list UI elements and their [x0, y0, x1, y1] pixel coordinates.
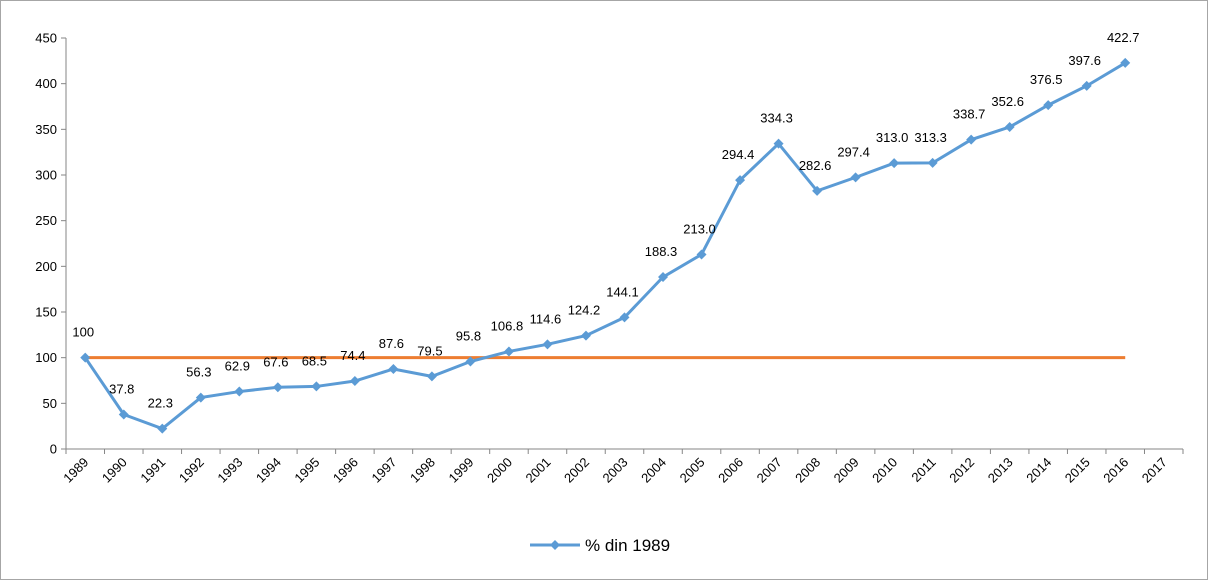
data-point — [1120, 57, 1131, 68]
y-tick-label: 450 — [35, 31, 57, 46]
y-tick-label: 350 — [35, 122, 57, 137]
data-label: 338.7 — [953, 107, 986, 122]
data-point — [311, 381, 322, 392]
data-label: 62.9 — [225, 359, 250, 374]
y-tick-label: 0 — [50, 442, 57, 457]
data-point — [1081, 80, 1092, 91]
data-point — [426, 371, 437, 382]
data-label: 67.6 — [263, 354, 288, 369]
data-label: 100 — [72, 325, 94, 340]
data-label: 188.3 — [645, 244, 678, 259]
data-point — [889, 158, 900, 169]
legend-marker — [550, 540, 560, 550]
data-point — [735, 175, 746, 186]
data-point — [1043, 100, 1054, 111]
data-label: 56.3 — [186, 365, 211, 380]
data-point — [234, 386, 245, 397]
y-tick-label: 150 — [35, 305, 57, 320]
series-line — [84, 61, 1126, 431]
legend-label: % din 1989 — [585, 536, 670, 555]
y-tick-label: 300 — [35, 168, 57, 183]
data-label: 114.6 — [530, 311, 562, 326]
data-point — [503, 346, 514, 357]
data-point — [927, 157, 938, 168]
data-label: 313.3 — [914, 130, 947, 145]
data-point — [465, 356, 476, 367]
data-point — [850, 172, 861, 183]
y-tick-label: 400 — [35, 76, 57, 91]
data-label: 79.5 — [417, 343, 442, 358]
data-point — [658, 272, 669, 283]
data-label: 144.1 — [606, 284, 639, 299]
data-label: 74.4 — [340, 348, 365, 363]
data-point — [1004, 121, 1015, 132]
data-label: 106.8 — [491, 318, 524, 333]
data-point — [272, 382, 283, 393]
data-label: 37.8 — [109, 381, 134, 396]
data-point — [773, 138, 784, 149]
data-label: 397.6 — [1068, 53, 1101, 68]
data-label: 313.0 — [876, 130, 909, 145]
data-point — [157, 423, 168, 434]
data-point — [388, 363, 399, 374]
data-point — [542, 339, 553, 350]
data-point — [696, 249, 707, 260]
y-tick-label: 200 — [35, 259, 57, 274]
data-point — [619, 312, 630, 323]
data-label: 294.4 — [722, 147, 755, 162]
data-label: 282.6 — [799, 158, 832, 173]
data-label: 352.6 — [991, 94, 1024, 109]
data-label: 422.7 — [1107, 30, 1140, 45]
data-point — [580, 330, 591, 341]
data-point — [349, 376, 360, 387]
data-point — [118, 409, 129, 420]
data-label: 213.0 — [683, 221, 716, 236]
data-point — [966, 134, 977, 145]
data-point — [195, 392, 206, 403]
data-point — [812, 185, 823, 196]
data-label: 95.8 — [456, 329, 481, 344]
data-label: 334.3 — [760, 111, 793, 126]
data-label: 297.4 — [837, 144, 870, 159]
data-label: 68.5 — [302, 353, 327, 368]
y-tick-label: 250 — [35, 213, 57, 228]
y-tick-label: 50 — [43, 396, 57, 411]
data-point — [80, 352, 91, 363]
data-label: 376.5 — [1030, 72, 1063, 87]
data-label: 87.6 — [379, 336, 404, 351]
y-tick-label: 100 — [35, 350, 57, 365]
data-label: 124.2 — [568, 303, 601, 318]
data-label: 22.3 — [148, 396, 173, 411]
